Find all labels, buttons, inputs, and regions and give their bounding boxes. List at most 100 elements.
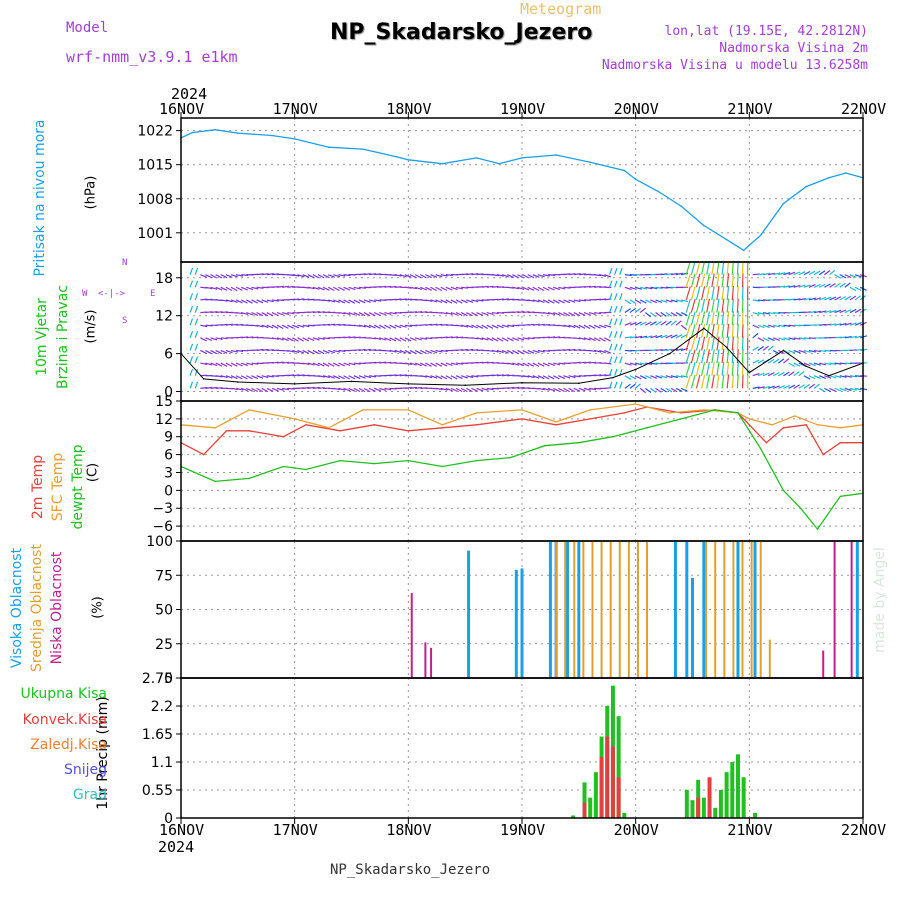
- wind-barb: [496, 374, 504, 377]
- wind-barb: [629, 299, 637, 305]
- wind-barb: [512, 311, 520, 314]
- wind-barb: [460, 375, 469, 379]
- wind-barb: [547, 375, 555, 380]
- wind-barb: [220, 286, 228, 291]
- wind-barb: [455, 324, 464, 327]
- wind-barb: [629, 286, 637, 290]
- wind-barb: [619, 293, 623, 301]
- wind-barb: [430, 299, 438, 303]
- wind-barb: [358, 375, 366, 379]
- wind-barb: [194, 368, 199, 376]
- wind-barb: [655, 375, 663, 379]
- wind-barb: [271, 387, 279, 392]
- wind-barb: [281, 311, 290, 316]
- wind-barb: [189, 305, 194, 313]
- wind-barb: [773, 324, 781, 328]
- wind-barb: [762, 311, 770, 315]
- temp-line-2-point: [816, 528, 819, 530]
- wind-barb: [624, 274, 632, 277]
- wind-barb: [650, 312, 657, 318]
- wind-barb: [430, 323, 438, 326]
- wind-barb: [726, 273, 730, 288]
- wind-barb: [624, 299, 632, 305]
- wind-barb: [445, 274, 453, 277]
- pressure-line-point: [441, 162, 444, 165]
- wind-barb: [363, 348, 371, 352]
- wind-barb: [287, 349, 295, 353]
- wind-barb: [608, 356, 613, 364]
- wind-barb: [302, 337, 310, 342]
- wind-barb: [578, 361, 586, 364]
- wind-barb: [455, 362, 464, 365]
- wind-barb: [348, 375, 356, 380]
- wind-barb: [736, 260, 739, 275]
- wind-barb: [425, 337, 433, 340]
- wind-barb: [389, 349, 397, 353]
- wind-barb: [588, 387, 597, 391]
- wind-barb: [246, 286, 254, 291]
- wind-barb: [379, 285, 387, 288]
- wind-barb: [491, 285, 499, 288]
- wind-barb: [834, 323, 842, 326]
- wind-barb: [650, 362, 658, 365]
- wind-barb: [276, 324, 284, 330]
- wind-barb: [215, 274, 223, 279]
- wind-barb: [767, 337, 775, 342]
- precip-bar: [690, 800, 695, 818]
- y-tick-label: 9: [164, 430, 173, 446]
- wind-barb: [241, 362, 249, 367]
- y-tick-label: 0: [164, 811, 173, 827]
- wind-barb: [481, 387, 489, 391]
- wind-barb: [225, 375, 233, 379]
- wind-barb: [634, 307, 641, 314]
- wind-barb: [716, 273, 720, 288]
- wind-barb: [348, 362, 356, 366]
- pressure-line-point: [657, 190, 660, 193]
- wind-barb: [205, 311, 213, 314]
- wind-barb: [726, 323, 730, 338]
- y-tick-label: 0: [164, 385, 173, 401]
- wind-barb: [271, 361, 279, 364]
- wind-barb: [399, 374, 407, 377]
- wind-barb: [752, 299, 760, 302]
- lonlat-label: lon,lat (19.15E, 42.2812N): [664, 24, 869, 39]
- wind-barb: [537, 375, 545, 380]
- wind-barb: [547, 387, 555, 392]
- wind-barb: [435, 375, 443, 380]
- wind-barb: [593, 337, 601, 342]
- wind-barb: [379, 361, 387, 364]
- wind-barb: [695, 374, 701, 389]
- wind-barb: [690, 349, 696, 364]
- wind-barb: [767, 272, 776, 276]
- wind-barb: [726, 361, 730, 376]
- wind-barb: [276, 311, 284, 316]
- wind-barb: [522, 311, 530, 314]
- wind-barb: [762, 272, 770, 276]
- wind-barb: [839, 375, 847, 378]
- wind-barb: [793, 384, 801, 389]
- temp-line-2-point: [441, 465, 444, 468]
- temp-line-0-point: [555, 424, 557, 426]
- wind-barb: [599, 324, 607, 329]
- wind-speed-line-point: [748, 371, 751, 374]
- wind-barb: [338, 311, 346, 315]
- wind-barb: [527, 286, 535, 291]
- temp-line-2-point: [612, 435, 614, 438]
- wind-barb: [235, 362, 243, 367]
- wind-barb: [834, 362, 842, 365]
- wind-barb: [793, 362, 801, 367]
- wind-barb: [762, 324, 770, 329]
- wind-barb: [634, 383, 641, 389]
- wind-barb: [583, 324, 591, 330]
- wind-barb: [537, 349, 545, 353]
- wind-barb: [665, 375, 673, 379]
- wind-barb: [374, 299, 382, 302]
- y-tick-label: 12: [155, 309, 173, 325]
- wind-barb: [823, 270, 831, 276]
- wind-barb: [246, 387, 254, 392]
- wind-barb: [236, 311, 244, 315]
- wind-barb: [476, 361, 484, 364]
- wind-barb: [445, 362, 453, 366]
- wind-barb: [731, 349, 734, 364]
